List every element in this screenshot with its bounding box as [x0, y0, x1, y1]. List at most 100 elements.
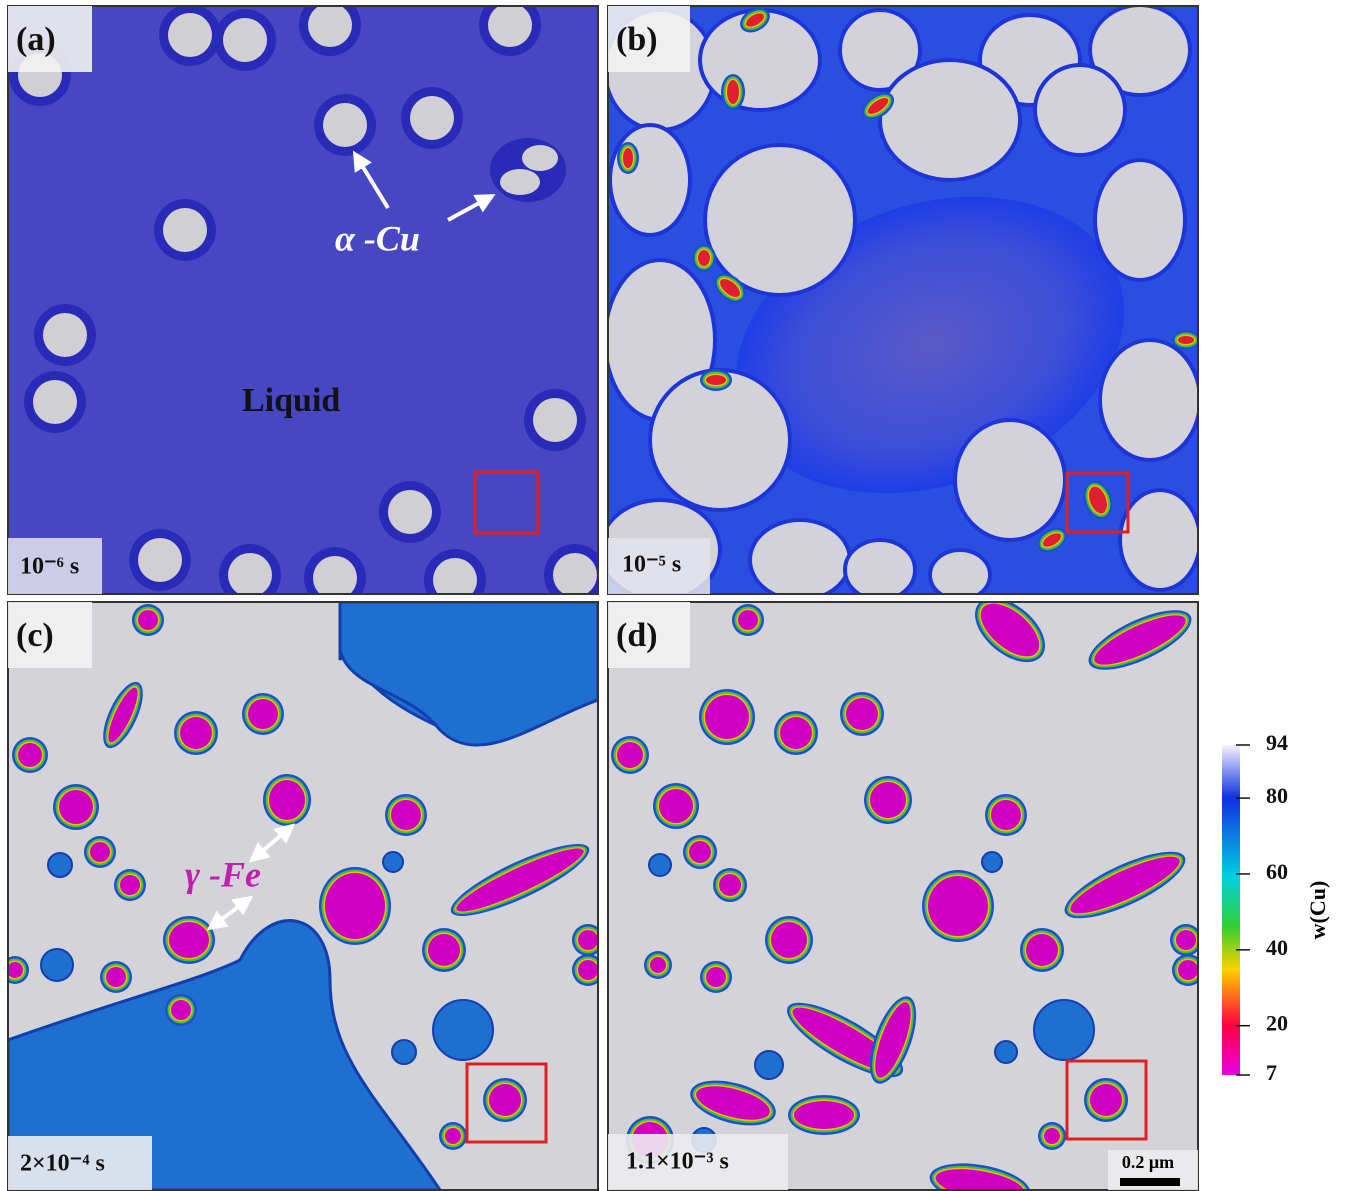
grain — [750, 520, 850, 600]
gamma-fe — [870, 782, 906, 818]
liquid-drop — [383, 852, 403, 872]
gamma-fe — [706, 967, 726, 987]
particle — [488, 3, 532, 47]
gamma-fe — [1090, 1084, 1122, 1116]
liquid-drop — [995, 1041, 1017, 1063]
particle — [433, 558, 477, 602]
gamma-fe — [90, 842, 110, 862]
gamma-fe — [1178, 336, 1194, 344]
gamma-fe — [846, 698, 878, 730]
panel-label: (c) — [16, 617, 54, 654]
gamma-fe — [445, 1128, 461, 1144]
gamma-fe — [391, 800, 421, 830]
gamma-fe — [705, 695, 749, 739]
panel-label: (b) — [616, 21, 658, 58]
panel-a — [8, 0, 606, 611]
time-label: 2×10⁻⁴ s — [20, 1151, 105, 1177]
particle — [163, 208, 207, 252]
annotation: Liquid — [242, 382, 340, 419]
grain — [705, 145, 855, 295]
particle — [323, 103, 367, 147]
particle — [388, 490, 432, 534]
gamma-fe — [171, 1000, 191, 1020]
gamma-fe — [18, 743, 42, 767]
gamma-fe — [780, 717, 812, 749]
gamma-fe — [1178, 960, 1198, 980]
particle — [223, 18, 267, 62]
gamma-fe — [138, 610, 158, 630]
gamma-fe — [617, 742, 643, 768]
gamma-fe — [623, 148, 633, 168]
panel-label: (d) — [616, 617, 658, 654]
gamma-fe — [578, 960, 598, 980]
gamma-fe — [991, 800, 1021, 830]
particle — [308, 3, 352, 47]
time-label: 1.1×10⁻³ s — [626, 1149, 729, 1175]
scale-bar: 0.2 μm — [1108, 1150, 1198, 1190]
grain — [1035, 65, 1125, 155]
gamma-fe — [698, 250, 710, 266]
panel-d — [608, 585, 1204, 1191]
grain — [955, 420, 1065, 540]
grain — [930, 550, 990, 600]
colorbar: w(Cu) 94 80 60 40 20 7 — [1222, 730, 1330, 1085]
colorbar-tick-label: 94 — [1266, 730, 1288, 755]
liquid-drop — [392, 1040, 416, 1064]
gamma-fe — [689, 841, 711, 863]
grain — [1095, 160, 1185, 280]
colorbar-tick-label: 60 — [1266, 859, 1288, 884]
colorbar-label: w(Cu) — [1305, 881, 1330, 940]
panel-b — [600, 2, 1200, 600]
gamma-fe — [650, 957, 666, 973]
colorbar-tick-label: 40 — [1266, 935, 1288, 960]
panel-label: (a) — [16, 21, 56, 58]
liquid-drop — [1034, 1000, 1094, 1060]
gamma-fe — [248, 699, 278, 729]
colorbar-tick-label: 20 — [1266, 1011, 1288, 1036]
gamma-fe — [659, 789, 693, 823]
liquid-drop — [982, 852, 1002, 872]
liquid-drop — [48, 853, 72, 877]
grain — [1100, 340, 1200, 460]
particle — [43, 313, 87, 357]
gamma-fe — [489, 1084, 521, 1116]
figure: (a) (b) (c) (d) 10⁻⁶ s 10⁻⁵ s 2×10⁻⁴ s 1… — [0, 0, 1346, 1191]
particle — [33, 380, 77, 424]
gamma-fe — [719, 874, 741, 896]
grain — [845, 540, 915, 600]
grain — [1120, 490, 1200, 590]
grain — [610, 125, 690, 235]
gamma-fe — [180, 717, 212, 749]
gamma-fe — [59, 790, 93, 824]
gamma-fe — [578, 930, 598, 950]
gamma-fe — [120, 875, 140, 895]
particle — [228, 553, 272, 597]
gamma-fe — [269, 780, 305, 820]
gamma-fe — [325, 873, 385, 939]
colorbar-tick-label: 80 — [1266, 783, 1288, 808]
grain — [650, 370, 790, 510]
particle — [410, 96, 454, 140]
colorbar-tick-label: 7 — [1266, 1060, 1277, 1085]
time-label: 10⁻⁵ s — [622, 552, 681, 578]
particle — [138, 538, 182, 582]
particle — [553, 553, 597, 597]
gamma-fe — [738, 610, 758, 630]
gamma-fe — [1044, 1128, 1060, 1144]
gamma-fe — [727, 80, 739, 104]
gamma-fe — [771, 922, 807, 958]
liquid-drop — [41, 949, 73, 981]
liquid-drop — [755, 1051, 783, 1079]
liquid-drop — [649, 854, 671, 876]
gamma-fe — [106, 967, 126, 987]
gamma-fe — [428, 934, 460, 966]
panel-c — [1, 602, 604, 1190]
gamma-fe — [928, 876, 988, 936]
particle — [168, 13, 212, 57]
annotation: α -Cu — [335, 218, 420, 258]
particle — [500, 169, 540, 195]
scale-bar-label: 0.2 μm — [1122, 1152, 1174, 1172]
particle — [522, 145, 558, 171]
gamma-fe — [1176, 930, 1196, 950]
gamma-fe — [169, 922, 209, 958]
